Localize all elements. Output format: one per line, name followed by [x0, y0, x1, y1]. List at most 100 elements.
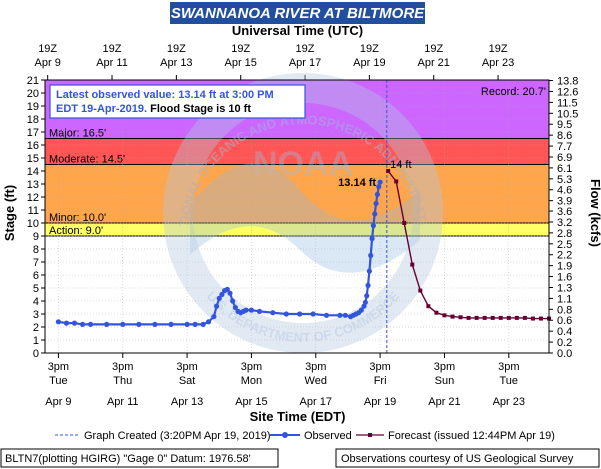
point-observed	[370, 223, 377, 229]
right-tick-label: 1.3	[557, 282, 572, 294]
latest-observed-label: 13.14 ft	[338, 177, 376, 189]
right-tick-label: 2.5	[557, 239, 572, 251]
left-tick-label: 13	[27, 179, 39, 191]
plot-frame	[44, 79, 550, 354]
point-observed	[211, 314, 217, 320]
band-action	[45, 223, 549, 236]
point-observed	[369, 236, 375, 242]
right-tick-label: 1.6	[557, 272, 572, 284]
left-tick-label: 8	[33, 244, 39, 256]
noaa-seal-text: NOAA	[253, 145, 353, 183]
info-box-line-2: EDT 19-Apr-2019. Flood Stage is 10 ft	[56, 103, 251, 115]
point-observed	[310, 311, 316, 317]
top-tick-date: Apr 17	[289, 57, 321, 69]
legend: Graph Created (3:20PM Apr 19, 2019) Obse…	[55, 430, 555, 442]
legend-forecast: Forecast (issued 12:44PM Apr 19)	[388, 430, 555, 442]
point-forecast	[538, 316, 543, 321]
bottom-tick-day: Sun	[435, 375, 455, 387]
info-box-line-1: Latest observed value: 13.14 ft at 3:00 …	[56, 89, 274, 101]
top-tick-time: 19Z	[103, 43, 122, 55]
footer-right-box	[335, 448, 600, 468]
point-observed	[219, 291, 225, 298]
point-forecast	[498, 315, 503, 320]
right-tick-label: 4.6	[557, 185, 572, 197]
right-tick-label: 5.3	[557, 174, 572, 186]
title-banner	[170, 2, 425, 24]
bottom-tick-time: 3pm	[305, 361, 326, 373]
point-observed	[342, 312, 348, 318]
footer-courtesy: Observations courtesy of US Geological S…	[341, 453, 574, 465]
point-observed	[104, 321, 110, 327]
point-observed	[230, 298, 236, 304]
point-observed	[366, 268, 372, 274]
left-tick-label: 2	[33, 322, 39, 334]
chart-title: SWANNANOA RIVER AT BILTMORE	[171, 5, 425, 22]
left-tick-label: 18	[27, 114, 39, 126]
legend-graph-created: Graph Created (3:20PM Apr 19, 2019)	[84, 430, 271, 442]
point-forecast	[514, 315, 519, 320]
point-forecast	[418, 288, 423, 293]
bottom-tick-date: Apr 23	[493, 396, 525, 408]
left-tick-label: 16	[27, 140, 39, 152]
top-tick-time: 19Z	[296, 43, 315, 55]
left-tick-label: 21	[27, 75, 39, 87]
left-tick-label: 11	[28, 205, 39, 217]
point-observed	[270, 310, 276, 316]
point-observed	[224, 286, 230, 292]
point-observed	[227, 290, 233, 296]
point-observed	[297, 311, 303, 317]
top-tick-time: 19Z	[424, 43, 443, 55]
point-observed	[120, 321, 126, 327]
bottom-tick-time: 3pm	[369, 361, 390, 373]
right-tick-label: 13.8	[557, 76, 578, 88]
point-observed	[368, 252, 374, 259]
right-tick-label: 1.1	[557, 293, 572, 305]
top-tick-time: 19Z	[38, 43, 57, 55]
point-forecast	[530, 316, 535, 321]
right-tick-label: 3.6	[557, 206, 572, 218]
band-label-moderate: Moderate: 14.5'	[49, 154, 125, 166]
bottom-tick-date: Apr 13	[171, 396, 203, 408]
point-observed	[365, 282, 371, 288]
point-observed	[152, 321, 158, 327]
bottom-axis-ticks: 3pm Tue Apr 9 3pm Thu Apr 11 3pm Sat Apr 13 3pm Mo…	[45, 353, 525, 408]
point-forecast	[466, 315, 471, 320]
series-layer: 13.14 ft 14 ft	[55, 159, 551, 327]
right-tick-label: 2.2	[557, 250, 572, 262]
right-tick-label: 0.8	[557, 304, 572, 316]
left-tick-label: 12	[27, 192, 39, 204]
noaa-seal-wave	[190, 163, 420, 273]
band-minor	[45, 164, 549, 223]
point-observed	[373, 200, 379, 207]
point-forecast	[474, 315, 479, 320]
left-tick-label: 10	[27, 218, 39, 230]
bottom-tick-date: Apr 11	[107, 396, 139, 408]
point-observed	[377, 179, 383, 185]
point-forecast	[450, 314, 455, 319]
top-tick-time: 19Z	[360, 43, 379, 55]
right-tick-label: 0.4	[557, 326, 572, 338]
point-observed	[243, 307, 249, 313]
point-observed	[232, 304, 238, 311]
point-observed	[283, 311, 289, 317]
point-observed	[192, 321, 198, 327]
left-tick-label: 9	[33, 231, 39, 243]
point-forecast	[410, 262, 415, 267]
point-forecast	[434, 310, 439, 315]
point-observed	[248, 307, 255, 313]
footer-left-box	[0, 448, 279, 468]
bottom-tick-day: Mon	[241, 375, 262, 387]
top-axis-label: Universal Time (UTC)	[232, 23, 363, 38]
bottom-tick-time: 3pm	[48, 361, 69, 373]
left-tick-label: 17	[27, 127, 39, 139]
point-forecast	[386, 169, 391, 173]
info-box: Latest observed value: 13.14 ft at 3:00 …	[49, 84, 306, 119]
point-observed	[87, 321, 94, 327]
point-observed	[213, 303, 220, 309]
point-observed	[205, 319, 212, 325]
right-tick-label: 9.5	[557, 119, 572, 131]
forecast-peak-label: 14 ft	[390, 159, 411, 171]
bottom-tick-time: 3pm	[241, 361, 262, 373]
point-observed	[362, 299, 368, 305]
